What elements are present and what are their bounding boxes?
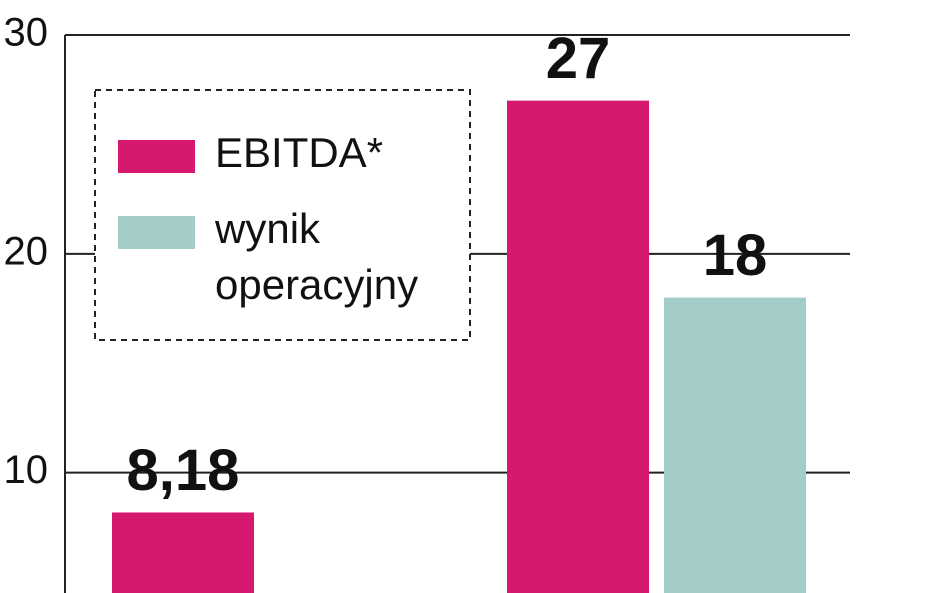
bar [507, 100, 649, 593]
y-tick-label: 10 [4, 448, 49, 492]
legend-swatch [118, 216, 195, 249]
value-label: 27 [546, 26, 611, 91]
legend-box [94, 89, 471, 341]
legend-swatch [118, 140, 195, 173]
bar [664, 297, 806, 593]
legend-label: wynik operacyjny [214, 205, 418, 308]
bar [112, 512, 254, 593]
value-label: 18 [703, 223, 768, 288]
legend-label: EBITDA* [215, 129, 383, 176]
y-tick-label: 20 [4, 229, 49, 273]
y-tick-label: 30 [4, 11, 49, 55]
value-label: 8,18 [127, 438, 240, 503]
